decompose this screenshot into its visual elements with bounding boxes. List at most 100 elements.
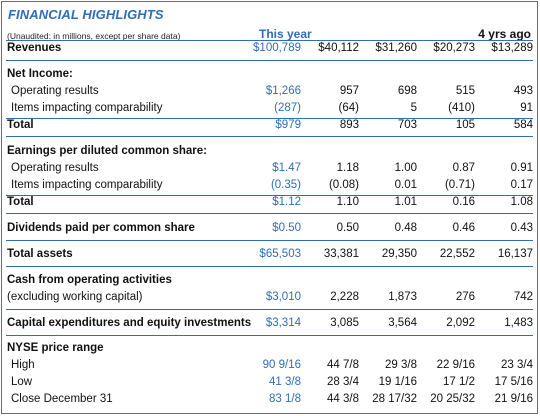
value-year-1: 893: [339, 119, 359, 131]
value-year-3: 22,552: [439, 248, 475, 260]
value-4-yrs-ago: 1.08: [510, 196, 533, 208]
value-4-yrs-ago: 17 5/16: [494, 376, 533, 388]
row-label: Items impacting comparability: [11, 179, 163, 191]
value-year-3: 22 9/16: [436, 359, 475, 371]
value-year-2: 0.01: [394, 179, 417, 191]
row-revenues: Revenues $100,789 $40,112 $31,260 $20,27…: [2, 42, 537, 59]
row-net-income-total: Total $979 893 703 105 584: [2, 119, 537, 136]
value-year-1: 28 3/4: [327, 376, 359, 388]
row-label: Net Income:: [7, 68, 73, 80]
value-this-year: $1.12: [272, 196, 301, 208]
value-year-2: 698: [397, 85, 417, 97]
value-year-1: $40,112: [318, 42, 359, 54]
row-label: Operating results: [11, 162, 99, 174]
value-year-1: 957: [339, 85, 359, 97]
section-heading-cash-flow: Cash from operating activities: [2, 274, 537, 291]
row-label: Items impacting comparability: [11, 102, 163, 114]
value-4-yrs-ago: 16,137: [497, 248, 533, 260]
row-label: NYSE price range: [7, 342, 104, 354]
value-4-yrs-ago: 0.91: [510, 162, 533, 174]
row-total-assets: Total assets $65,503 33,381 29,350 22,55…: [2, 248, 537, 265]
value-year-3: 0.46: [452, 222, 475, 234]
value-this-year: $1.47: [272, 162, 301, 174]
section-rule: [6, 266, 533, 267]
section-rule: [6, 213, 533, 214]
value-this-year: 41 3/8: [269, 376, 301, 388]
subtotal-rule: [6, 118, 533, 119]
value-year-2: 0.48: [394, 222, 417, 234]
value-year-1: 1.18: [336, 162, 359, 174]
value-year-2: 1.01: [394, 196, 417, 208]
value-year-1: 0.50: [336, 222, 359, 234]
value-year-3: 0.87: [452, 162, 475, 174]
value-year-3: 276: [455, 291, 475, 303]
value-year-2: 3,564: [388, 317, 417, 329]
value-year-2: 28 17/32: [372, 393, 417, 405]
section-heading-net-income: Net Income:: [2, 68, 537, 85]
value-year-2: 5: [410, 102, 417, 114]
value-this-year: $1,266: [265, 85, 301, 97]
value-year-2: 29,350: [381, 248, 417, 260]
value-this-year: 90 9/16: [262, 359, 301, 371]
subtotal-rule: [6, 195, 533, 196]
value-year-2: 19 1/16: [378, 376, 417, 388]
col-header-4-yrs-ago: 4 yrs ago: [478, 27, 531, 41]
value-this-year: $3,010: [265, 291, 301, 303]
units-note: (Unaudited: in millions, except per shar…: [7, 31, 181, 41]
row-eps-operating: Operating results $1.47 1.18 1.00 0.87 0…: [2, 162, 537, 179]
row-label: Capital expenditures and equity investme…: [7, 317, 252, 329]
value-this-year: $100,789: [253, 42, 301, 54]
value-year-2: 1,873: [388, 291, 417, 303]
value-year-2: $31,260: [375, 42, 417, 54]
section-rule: [6, 60, 533, 61]
value-4-yrs-ago: 91: [520, 102, 533, 114]
value-this-year: 83 1/8: [269, 393, 301, 405]
row-net-income-items: Items impacting comparability (287) (64)…: [2, 102, 537, 119]
value-this-year: $979: [275, 119, 301, 131]
value-year-1: 44 3/8: [327, 393, 359, 405]
value-year-2: 703: [397, 119, 417, 131]
col-header-this-year: This year: [259, 27, 312, 41]
row-label: Total: [7, 119, 34, 131]
row-label: Total: [7, 196, 34, 208]
value-year-3: 0.16: [452, 196, 475, 208]
header-rule: [6, 40, 533, 41]
value-this-year: (287): [274, 102, 301, 114]
value-year-1: (0.08): [328, 179, 359, 191]
value-4-yrs-ago: 493: [513, 85, 533, 97]
section-heading-nyse: NYSE price range: [2, 342, 537, 359]
row-price-high: High 90 9/16 44 7/8 29 3/8 22 9/16 23 3/…: [2, 359, 537, 376]
value-year-2: 1.00: [394, 162, 417, 174]
value-4-yrs-ago: $13,289: [491, 42, 533, 54]
section-rule: [6, 309, 533, 310]
section-rule: [6, 240, 533, 241]
value-year-2: 29 3/8: [385, 359, 417, 371]
row-label: Dividends paid per common share: [7, 222, 195, 234]
value-this-year: (0.35): [270, 179, 301, 191]
value-year-3: (0.71): [444, 179, 475, 191]
row-label: Low: [11, 376, 33, 388]
row-label: (excluding working capital): [7, 291, 143, 303]
value-4-yrs-ago: 21 9/16: [494, 393, 533, 405]
value-this-year: $0.50: [272, 222, 301, 234]
table-title: FINANCIAL HIGHLIGHTS: [8, 7, 164, 22]
value-year-3: 2,092: [446, 317, 475, 329]
row-price-close: Close December 31 83 1/8 44 3/8 28 17/32…: [2, 393, 537, 410]
value-year-3: $20,273: [433, 42, 475, 54]
row-label: Total assets: [7, 248, 73, 260]
value-year-1: 2,228: [330, 291, 359, 303]
row-eps-total: Total $1.12 1.10 1.01 0.16 1.08: [2, 196, 537, 213]
value-year-3: (410): [448, 102, 475, 114]
value-year-1: 1.10: [336, 196, 359, 208]
section-rule: [6, 335, 533, 336]
row-label: Operating results: [11, 85, 99, 97]
value-4-yrs-ago: 742: [513, 291, 533, 303]
value-year-3: 20 25/32: [430, 393, 475, 405]
value-year-1: 44 7/8: [327, 359, 359, 371]
section-heading-eps: Earnings per diluted common share:: [2, 145, 537, 162]
value-year-1: 3,085: [330, 317, 359, 329]
row-label: High: [11, 359, 35, 371]
row-net-income-operating: Operating results $1,266 957 698 515 493: [2, 85, 537, 102]
section-rule: [6, 136, 533, 137]
